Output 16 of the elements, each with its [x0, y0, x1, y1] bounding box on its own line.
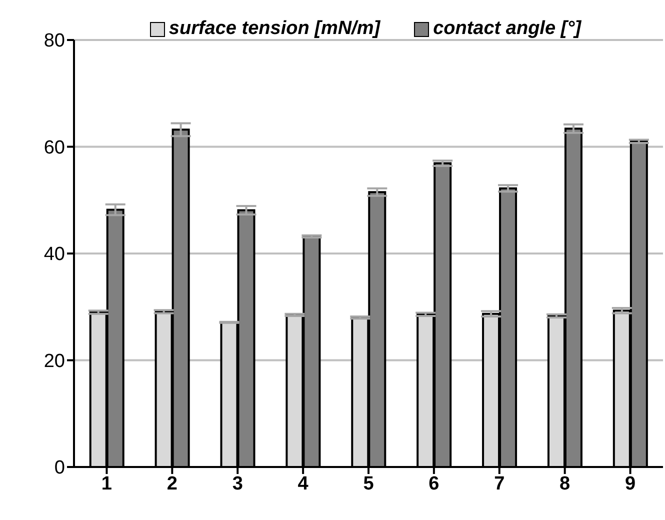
legend-label: surface tension [mN/m]	[168, 18, 380, 40]
y-tick-label: 20	[44, 350, 65, 372]
x-tick-label: 3	[232, 473, 243, 494]
x-tick-label: 8	[560, 473, 570, 494]
y-tick-label: 80	[44, 30, 65, 52]
x-tick-label: 1	[101, 473, 112, 494]
x-tick-label: 5	[363, 473, 374, 494]
y-tick-label: 60	[44, 137, 65, 158]
legend-label: contact angle [°]	[433, 18, 582, 40]
x-tick-label: 9	[624, 473, 636, 494]
x-tick-label: 6	[428, 473, 440, 494]
y-tick-label: 40	[44, 244, 65, 266]
x-tick-label: 2	[166, 473, 178, 494]
y-tick-label: 0	[54, 458, 65, 479]
x-tick-label: 7	[494, 473, 505, 494]
x-tick-label: 4	[298, 473, 309, 494]
